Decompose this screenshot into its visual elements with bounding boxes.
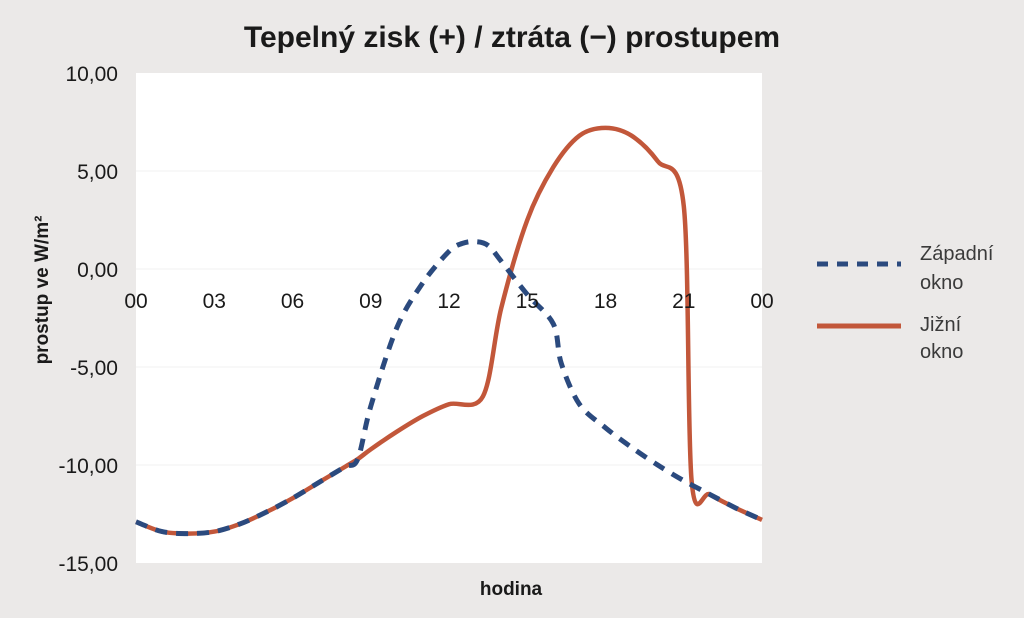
x-tick-label: 09 bbox=[359, 290, 382, 313]
plot-area bbox=[136, 73, 762, 563]
series-line-0 bbox=[135, 239, 764, 537]
x-tick-label: 03 bbox=[203, 290, 226, 313]
x-tick-labels: 00 03 06 09 12 15 18 21 00 bbox=[124, 290, 773, 313]
y-tick-label: -10,00 bbox=[58, 455, 118, 478]
y-axis-title: prostup ve W/m² bbox=[32, 216, 53, 365]
x-tick-label: 00 bbox=[124, 290, 147, 313]
series-layer bbox=[135, 125, 764, 537]
y-tick-label: -5,00 bbox=[70, 357, 118, 380]
x-tick-label: 21 bbox=[672, 290, 695, 313]
x-tick-label: 00 bbox=[750, 290, 773, 313]
legend-item-zapadni: Západní okno bbox=[817, 243, 994, 294]
x-tick-label: 12 bbox=[437, 290, 460, 313]
y-tick-labels: 10,00 5,00 0,00 -5,00 -10,00 -15,00 bbox=[58, 63, 118, 576]
x-axis-title: hodina bbox=[480, 579, 543, 600]
y-tick-label: 10,00 bbox=[65, 63, 118, 86]
legend-label-jizni-1: Jižní bbox=[920, 314, 962, 336]
x-tick-label: 18 bbox=[594, 290, 617, 313]
y-tick-label: 5,00 bbox=[77, 161, 118, 184]
x-tick-label: 06 bbox=[281, 290, 304, 313]
y-tick-label: 0,00 bbox=[77, 259, 118, 282]
x-tick-label: 15 bbox=[516, 290, 539, 313]
legend-label-zapadni-2: okno bbox=[920, 272, 963, 294]
legend-label-jizni-2: okno bbox=[920, 341, 963, 363]
series-line-1 bbox=[135, 125, 763, 536]
chart-title: Tepelný zisk (+) / ztráta (−) prostupem bbox=[244, 21, 780, 54]
legend: Západní okno Jižní okno bbox=[817, 243, 994, 363]
legend-label-zapadni-1: Západní bbox=[920, 243, 994, 265]
legend-item-jizni: Jižní okno bbox=[817, 314, 963, 363]
y-tick-label: -15,00 bbox=[58, 553, 118, 576]
